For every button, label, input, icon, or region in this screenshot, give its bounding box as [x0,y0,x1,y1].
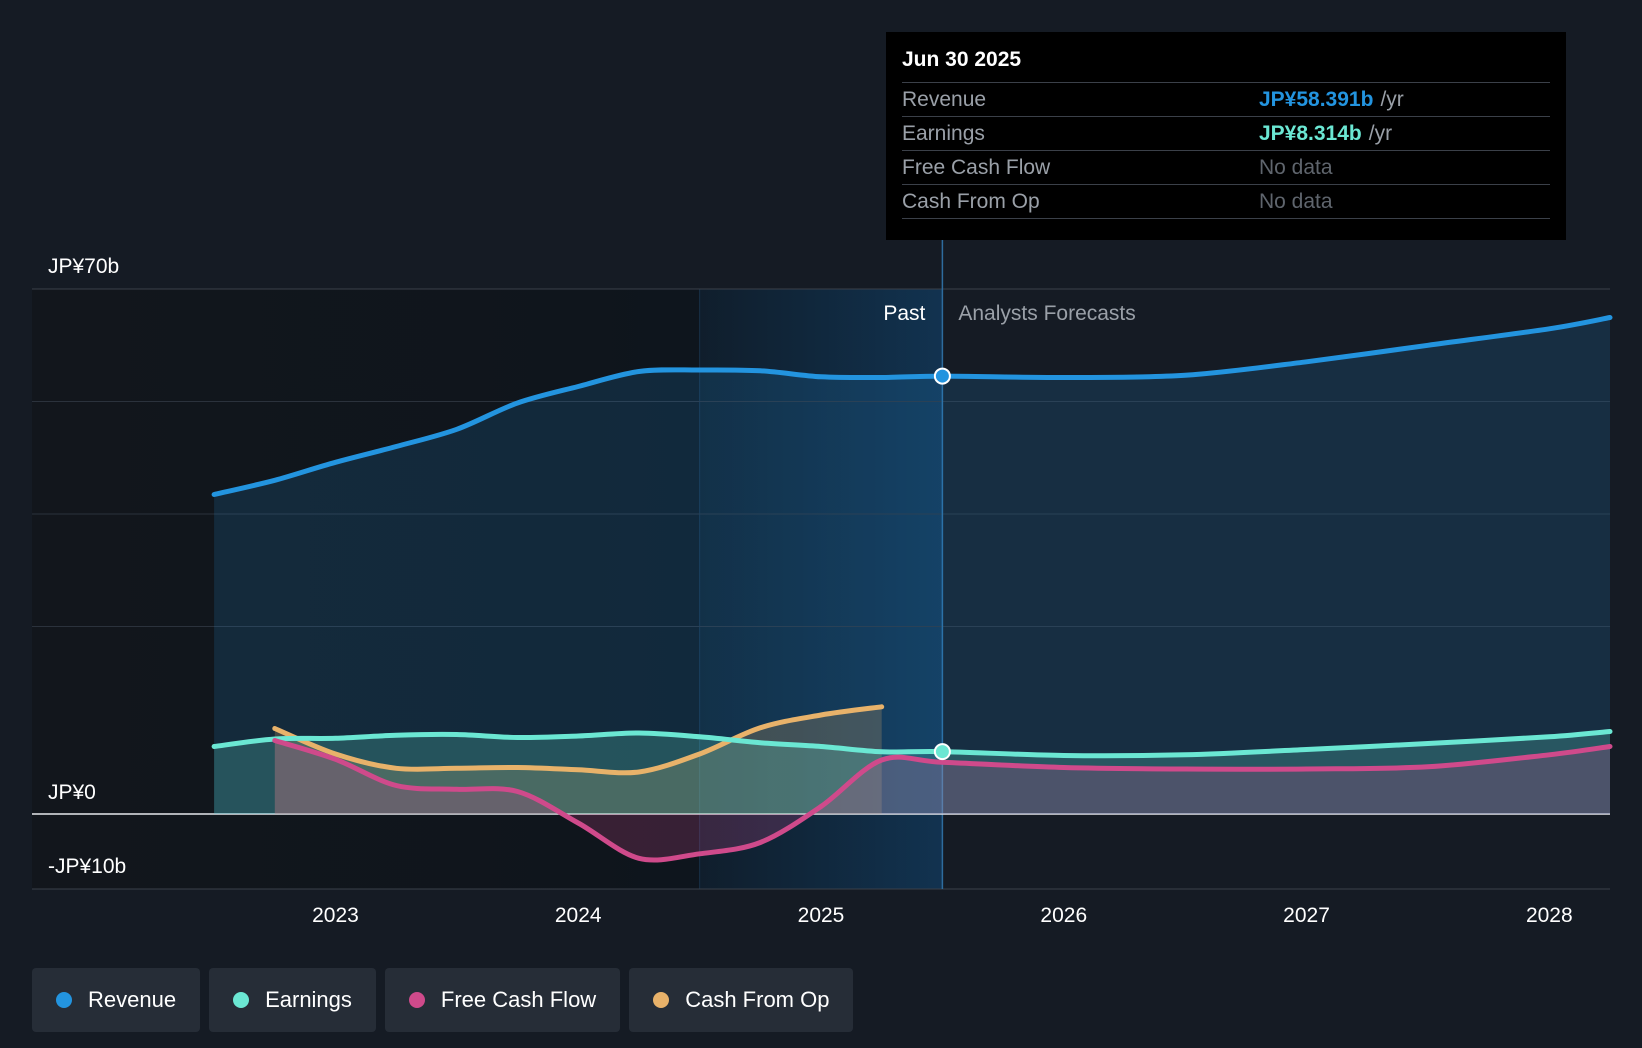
legend-dot-icon [56,992,72,1008]
highlight-band [699,289,943,889]
tooltip-label: Cash From Op [902,189,1040,213]
revenue-marker [933,367,951,385]
legend-item-free-cash-flow[interactable]: Free Cash Flow [384,968,621,1032]
legend-label: Free Cash Flow [440,987,597,1012]
revenue-area [214,317,1611,814]
legend-item-cash-from-op[interactable]: Cash From Op [629,968,854,1032]
tooltip-row-revenue: Revenue JP¥58.391b /yr [902,82,1550,116]
data-tooltip: Jun 30 2025 Revenue JP¥58.391b /yr Earni… [886,32,1566,240]
legend-dot-icon [233,992,250,1008]
earnings-marker [933,743,951,761]
x-axis-tick-label: 2028 [1526,904,1573,927]
legend-item-earnings[interactable]: Earnings [209,968,376,1032]
tooltip-label: Earnings [902,121,985,145]
x-axis-tick-label: 2027 [1283,904,1330,927]
past-label: Past [883,302,925,325]
legend-label: Earnings [265,987,352,1012]
cash-from-op-line [272,704,885,776]
free-cash-flow-line [272,738,1613,863]
legend-item-revenue[interactable]: Revenue [32,968,201,1032]
forecast-label: Analysts Forecasts [958,302,1135,325]
x-axis-tick-label: 2023 [312,904,359,927]
x-axis-tick-label: 2025 [798,904,845,927]
x-axis-tick-label: 2024 [555,904,602,927]
legend-dot-icon [653,992,670,1008]
tooltip-row-cash-from-op: Cash From Op No data [902,184,1550,219]
tooltip-value: No data [1259,155,1333,179]
tooltip-label: Revenue [902,87,987,111]
tooltip-unit: /yr [1368,121,1393,145]
chart-legend: Revenue Earnings Free Cash Flow Cash Fro… [32,968,862,1032]
tooltip-date: Jun 30 2025 [902,48,1022,71]
legend-dot-icon [408,992,425,1008]
x-axis-tick-label: 2026 [1040,904,1087,927]
tooltip-value: JP¥58.391b [1259,87,1374,111]
tooltip-unit: /yr [1380,87,1404,111]
tooltip-value: No data [1259,189,1333,213]
y-axis-label: JP¥0 [48,781,96,804]
legend-label: Cash From Op [685,987,830,1012]
y-axis-label: JP¥70b [48,255,119,278]
tooltip-label: Free Cash Flow [902,155,1051,179]
legend-label: Revenue [88,987,177,1012]
tooltip-row-earnings: Earnings JP¥8.314b /yr [902,116,1550,150]
tooltip-value: JP¥8.314b [1259,121,1362,145]
revenue-line [211,315,1613,497]
y-axis-label: -JP¥10b [48,855,126,878]
earnings-line [211,729,1613,759]
tooltip-row-free-cash-flow: Free Cash Flow No data [902,150,1550,184]
